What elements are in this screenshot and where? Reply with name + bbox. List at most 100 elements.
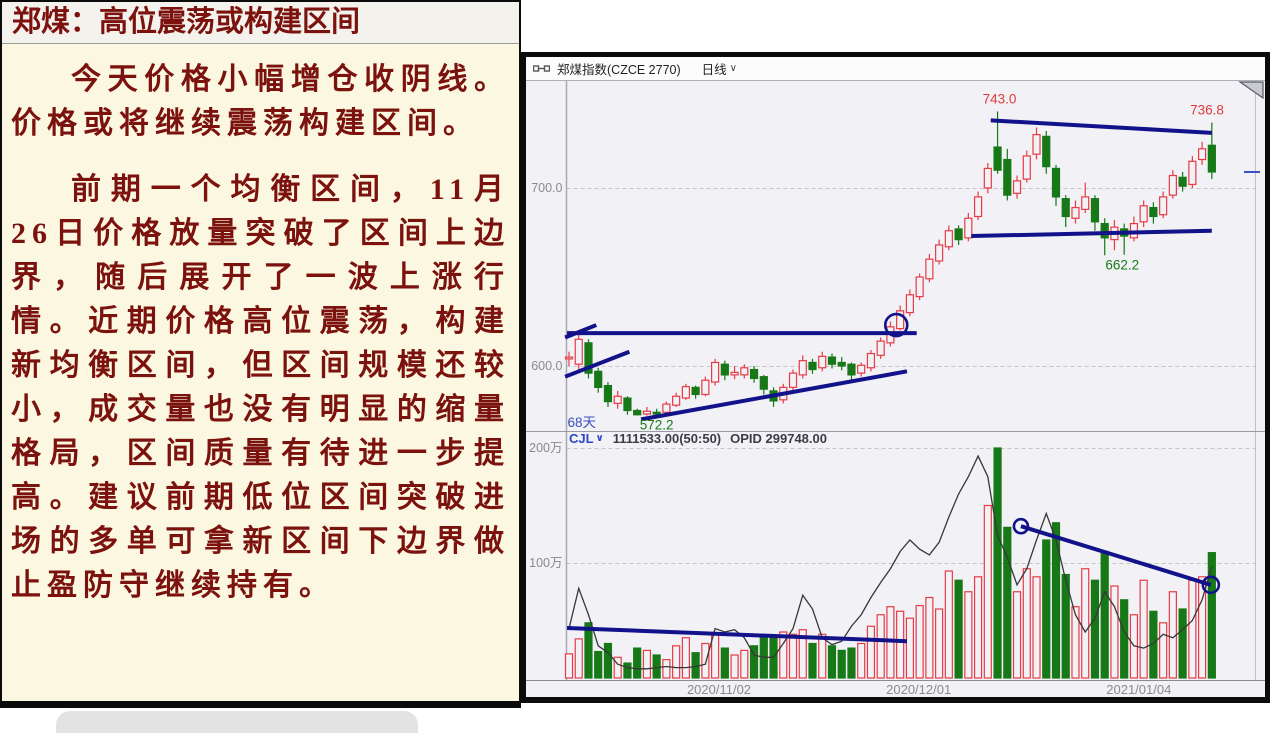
volume-bar (1139, 579, 1148, 679)
days-count-label: 68天 (568, 415, 597, 430)
instrument-label: 郑煤指数(CZCE 2770) (557, 63, 681, 77)
candle-body (973, 196, 983, 218)
candle-body (1012, 180, 1022, 194)
volume-bar (564, 653, 574, 679)
candle-body (1071, 206, 1080, 219)
candle-body (672, 395, 681, 406)
candle-body (866, 352, 876, 369)
volume-bar (925, 596, 934, 679)
trendline-rising-support (640, 369, 908, 422)
volume-bar (584, 622, 593, 679)
candle-body (564, 356, 574, 360)
volume-bar (847, 647, 856, 679)
x-axis-date-label: 2020/12/01 (886, 682, 951, 697)
candle-body (1003, 158, 1012, 196)
candle-body (798, 360, 807, 376)
grid-layer: 700.0 600.0 200万 100万 2020/11/02 2020/12/01 20… (526, 81, 1265, 697)
candle-body (749, 368, 759, 380)
volume-bar (613, 656, 622, 679)
volume-bar (1071, 606, 1080, 679)
price-axis-tick: 700.0 (531, 181, 562, 195)
candle-body (1100, 223, 1109, 239)
candle-body (1042, 135, 1051, 168)
volume-bar (779, 631, 788, 679)
volume-indicator-dropdown[interactable]: CJL ∨ (569, 431, 604, 446)
volume-indicator-header: CJL ∨ 1111533.00(50:50) OPID 299748.00 (569, 431, 827, 446)
candle-body (1081, 196, 1090, 210)
volume-bar (1120, 599, 1129, 679)
candle-body (915, 276, 924, 298)
candle-body (944, 230, 953, 248)
kline-svg: 700.0 600.0 200万 100万 2020/11/02 2020/12/01 20… (526, 81, 1265, 697)
commentary-panel: 郑煤：高位震荡或构建区间 今天价格小幅增仓收阴线。价格或将继续震荡构建区间。 前… (0, 0, 521, 708)
breakout-circle (883, 312, 909, 338)
high-price-label: 736.8 (1190, 102, 1224, 117)
background-shape (56, 711, 418, 733)
volume-bar (954, 579, 963, 679)
candle-body (633, 409, 642, 416)
chart-window: 郑煤指数(CZCE 2770) 日线 ∨ 700.0 600.0 200万 100万 2… (521, 52, 1270, 703)
volume-bar (672, 645, 681, 679)
volume-circle-end (1201, 575, 1221, 595)
candle-body (1188, 160, 1197, 186)
volume-bar (1012, 591, 1022, 679)
high-price-label: 743.0 (983, 91, 1017, 106)
candle-body (720, 363, 729, 376)
open-interest-line (568, 454, 1213, 670)
volume-bar (623, 662, 632, 679)
volume-bar (730, 654, 739, 679)
candle-body (993, 146, 1002, 171)
candles-layer (564, 111, 1216, 417)
candle-body (837, 361, 846, 367)
price-axis-tick: 600.0 (531, 359, 562, 373)
volume-bar (1032, 576, 1041, 679)
candle-body (1090, 198, 1100, 223)
candle-body (954, 228, 963, 241)
volume-layer (564, 447, 1216, 679)
candle-body (584, 342, 593, 374)
candle-body (1051, 167, 1061, 198)
candle-body (1178, 176, 1187, 187)
volume-bar (711, 633, 720, 679)
volume-bar (788, 633, 798, 679)
volume-bar (652, 654, 661, 679)
candle-body (691, 386, 700, 396)
candle-body (925, 258, 934, 280)
link-icon (533, 63, 550, 74)
chart-header: 郑煤指数(CZCE 2770) 日线 ∨ (526, 57, 1265, 81)
candle-body (652, 411, 661, 415)
period-dropdown[interactable]: 日线 ∨ (702, 59, 737, 78)
volume-bar (837, 649, 846, 679)
candle-body (1197, 148, 1207, 161)
volume-indicator-name: CJL (569, 431, 594, 446)
candle-body (857, 364, 866, 374)
period-label: 日线 (701, 63, 727, 77)
volume-bar (1197, 576, 1207, 679)
volume-bar (1207, 552, 1216, 679)
volume-bar (818, 633, 827, 679)
candle-body (1032, 133, 1041, 155)
trendline-left-segment-a (564, 323, 598, 340)
volume-bar (1061, 573, 1070, 679)
low-price-label: 662.2 (1105, 257, 1139, 272)
volume-bar (973, 576, 983, 679)
volume-bar (633, 647, 642, 679)
candle-body (983, 167, 992, 189)
candle-body (1207, 144, 1216, 173)
volume-bar (964, 591, 973, 679)
candle-body (847, 363, 856, 376)
volume-bar (1003, 526, 1012, 679)
volume-bar (1178, 608, 1187, 679)
candle-body (701, 379, 710, 396)
candle-body (623, 397, 632, 412)
volume-axis-tick: 200万 (529, 441, 562, 455)
trendline-left-segment-b (564, 349, 631, 379)
candle-body (730, 371, 739, 376)
x-axis-date-label: 2020/11/02 (687, 682, 751, 697)
candle-body (603, 384, 613, 403)
candle-body (574, 338, 583, 365)
volume-circle-start (1012, 517, 1030, 535)
chart-canvas[interactable]: 700.0 600.0 200万 100万 2020/11/02 2020/12/01 20… (526, 81, 1265, 697)
candle-body (808, 361, 817, 371)
volume-bar (1100, 550, 1109, 679)
